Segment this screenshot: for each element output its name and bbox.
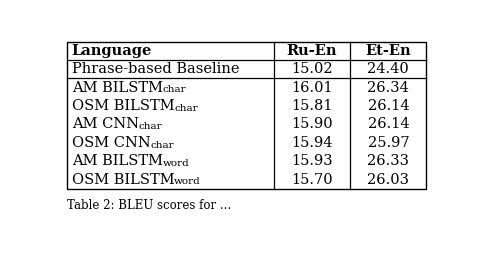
Text: 16.01: 16.01 [291, 80, 333, 95]
Text: Language: Language [72, 44, 152, 58]
Text: OSM CNN: OSM CNN [72, 136, 151, 150]
Text: char: char [139, 122, 163, 131]
Text: OSM BILSTM: OSM BILSTM [72, 99, 174, 113]
Text: word: word [174, 177, 201, 187]
Text: 15.94: 15.94 [291, 136, 333, 150]
Text: 26.14: 26.14 [368, 117, 409, 131]
Text: OSM BILSTM: OSM BILSTM [72, 173, 174, 187]
Text: AM CNN: AM CNN [72, 117, 139, 131]
Text: char: char [163, 85, 186, 94]
Text: Table 2: BLEU scores for ...: Table 2: BLEU scores for ... [67, 199, 231, 212]
Text: Et-En: Et-En [366, 44, 411, 58]
Text: Phrase-based Baseline: Phrase-based Baseline [72, 62, 239, 76]
Text: char: char [151, 141, 174, 150]
Text: char: char [174, 104, 198, 113]
Text: Ru-En: Ru-En [287, 44, 337, 58]
Text: 15.02: 15.02 [291, 62, 333, 76]
Text: 26.34: 26.34 [368, 80, 409, 95]
Text: AM BILSTM: AM BILSTM [72, 80, 163, 95]
Bar [67, 41, 426, 189]
Text: 15.93: 15.93 [291, 154, 333, 168]
Text: 26.03: 26.03 [367, 173, 409, 187]
Text: 26.33: 26.33 [367, 154, 409, 168]
Text: 26.14: 26.14 [368, 99, 409, 113]
Text: 15.70: 15.70 [291, 173, 333, 187]
Text: word: word [163, 159, 189, 168]
Text: 25.97: 25.97 [368, 136, 409, 150]
Text: AM BILSTM: AM BILSTM [72, 154, 163, 168]
Text: 24.40: 24.40 [368, 62, 409, 76]
Text: 15.90: 15.90 [291, 117, 333, 131]
Text: 15.81: 15.81 [291, 99, 333, 113]
